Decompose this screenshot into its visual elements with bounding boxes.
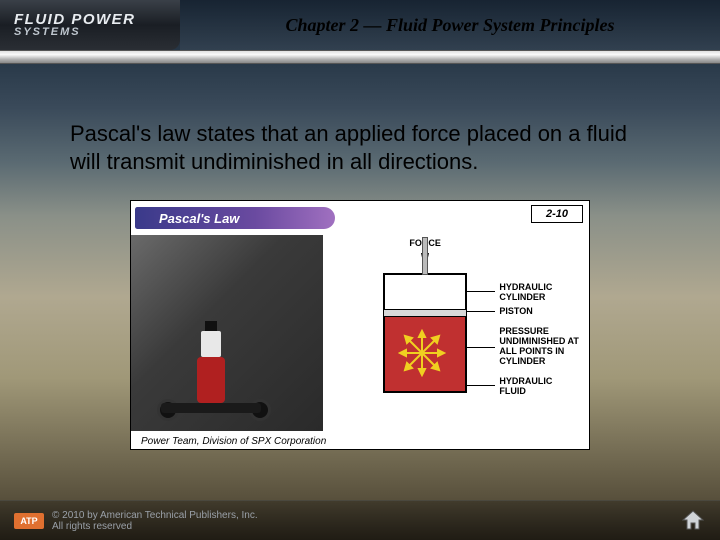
- pressure-arrows-icon: [422, 353, 428, 359]
- label-hydraulic-fluid: HYDRAULIC FLUID: [499, 377, 577, 397]
- figure-pascals-law: Pascal's Law 2-10 FORCE: [130, 200, 590, 450]
- leader-line: [467, 385, 495, 386]
- leader-line: [467, 347, 495, 348]
- jack-body-shape: [197, 357, 225, 403]
- label-piston: PISTON: [499, 307, 532, 317]
- figure-photo-hydraulic-jack: [131, 235, 323, 431]
- chapter-title-bar: Chapter 2 — Fluid Power System Principle…: [180, 0, 720, 50]
- jack-cap-shape: [205, 321, 217, 331]
- label-pressure: PRESSURE UNDIMINISHED AT ALL POINTS IN C…: [499, 327, 585, 367]
- chapter-title: Chapter 2 — Fluid Power System Principle…: [285, 15, 614, 36]
- publisher-badge: ATP: [14, 513, 44, 529]
- logo-sub-text: SYSTEMS: [14, 27, 180, 38]
- copyright-line: © 2010 by American Technical Publishers,…: [52, 510, 258, 521]
- cylinder-shape: [383, 273, 467, 393]
- divider-chrome: [0, 50, 720, 64]
- logo-main-text: FLUID POWER: [14, 12, 180, 27]
- brand-logo: FLUID POWER SYSTEMS: [0, 0, 180, 50]
- copyright-text: © 2010 by American Technical Publishers,…: [52, 510, 258, 532]
- jack-base-shape: [161, 403, 261, 413]
- jack-ram-shape: [201, 331, 221, 357]
- leader-line: [467, 291, 495, 292]
- leader-line: [467, 311, 495, 312]
- header: FLUID POWER SYSTEMS Chapter 2 — Fluid Po…: [0, 0, 720, 50]
- figure-title-banner: Pascal's Law: [135, 207, 335, 229]
- piston-shape: [383, 309, 467, 317]
- home-icon[interactable]: [682, 510, 704, 530]
- figure-header: Pascal's Law 2-10: [131, 201, 589, 235]
- figure-diagram: FORCE: [323, 235, 589, 431]
- figure-caption: Power Team, Division of SPX Corporation: [141, 436, 326, 447]
- body-text: Pascal's law states that an applied forc…: [70, 120, 650, 175]
- piston-rod-shape: [422, 237, 428, 275]
- slide: FLUID POWER SYSTEMS Chapter 2 — Fluid Po…: [0, 0, 720, 540]
- label-hydraulic-cylinder: HYDRAULIC CYLINDER: [499, 283, 577, 303]
- figure-number: 2-10: [531, 205, 583, 223]
- footer: ATP © 2010 by American Technical Publish…: [0, 500, 720, 540]
- copyright-line: All rights reserved: [52, 521, 258, 532]
- figure-body: FORCE: [131, 235, 589, 431]
